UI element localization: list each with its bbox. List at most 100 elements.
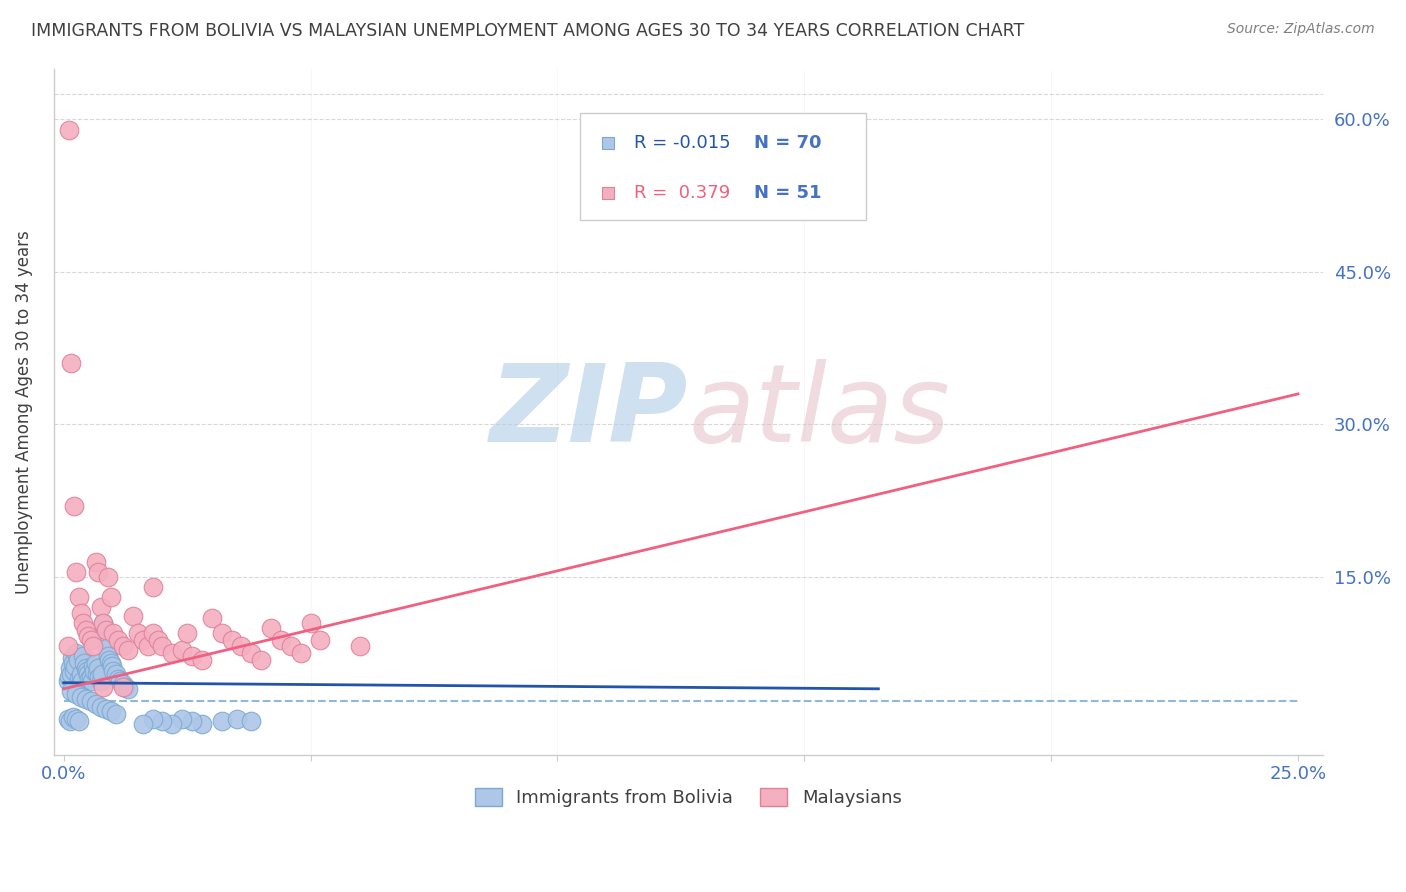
Point — [101, 659, 124, 673]
Point — [59, 714, 82, 729]
Point — [101, 664, 124, 678]
Point — [87, 565, 110, 579]
Point — [65, 565, 87, 579]
Point — [290, 646, 312, 660]
Point — [101, 626, 124, 640]
Point — [56, 639, 79, 653]
Point — [176, 626, 198, 640]
Point — [110, 673, 132, 688]
Point — [90, 600, 112, 615]
Point — [84, 555, 107, 569]
Point — [104, 666, 127, 681]
Point — [104, 707, 127, 722]
Point — [142, 712, 165, 726]
Point — [58, 122, 80, 136]
Point — [90, 673, 112, 688]
Point — [93, 626, 115, 640]
Point — [72, 615, 94, 630]
Point — [146, 632, 169, 647]
Point — [111, 639, 134, 653]
Point — [72, 673, 94, 688]
Point — [70, 606, 93, 620]
Point — [72, 649, 94, 664]
Point — [75, 661, 97, 675]
Text: Source: ZipAtlas.com: Source: ZipAtlas.com — [1227, 22, 1375, 37]
Point — [65, 646, 87, 660]
Point — [94, 632, 117, 647]
Point — [60, 683, 83, 698]
Point — [56, 673, 79, 688]
Point — [80, 694, 103, 708]
Point — [111, 677, 134, 691]
Point — [114, 680, 136, 694]
Point — [225, 712, 247, 726]
Point — [349, 639, 371, 653]
Point — [84, 657, 107, 671]
Point — [221, 632, 243, 647]
Point — [77, 629, 100, 643]
Point — [58, 670, 80, 684]
Text: ZIP: ZIP — [489, 359, 689, 465]
Point — [67, 591, 90, 605]
Point — [172, 712, 194, 726]
Point — [97, 570, 120, 584]
Point — [59, 661, 82, 675]
Point — [131, 632, 153, 647]
Point — [98, 653, 121, 667]
Point — [80, 632, 103, 647]
Point — [76, 664, 98, 678]
Point — [83, 664, 105, 678]
Point — [67, 714, 90, 729]
Point — [82, 673, 104, 688]
Point — [80, 670, 103, 684]
Point — [152, 714, 174, 729]
Point — [82, 639, 104, 653]
Point — [70, 666, 93, 681]
Point — [240, 714, 263, 729]
Point — [66, 653, 89, 667]
Point — [117, 643, 139, 657]
Point — [107, 672, 129, 686]
Text: IMMIGRANTS FROM BOLIVIA VS MALAYSIAN UNEMPLOYMENT AMONG AGES 30 TO 34 YEARS CORR: IMMIGRANTS FROM BOLIVIA VS MALAYSIAN UNE… — [31, 22, 1024, 40]
Point — [191, 653, 214, 667]
Point — [62, 499, 84, 513]
Point — [89, 670, 111, 684]
Point — [100, 591, 122, 605]
Point — [111, 680, 134, 694]
Text: atlas: atlas — [689, 359, 950, 464]
Point — [211, 714, 233, 729]
Point — [82, 659, 104, 673]
Point — [309, 632, 332, 647]
Point — [60, 651, 83, 665]
Point — [63, 659, 86, 673]
Point — [86, 666, 108, 681]
Point — [91, 666, 114, 681]
Point — [181, 649, 204, 664]
Point — [62, 657, 84, 671]
Point — [62, 664, 84, 678]
Point — [87, 661, 110, 675]
Point — [65, 687, 87, 701]
Point — [91, 615, 114, 630]
FancyBboxPatch shape — [581, 113, 866, 219]
Point — [69, 677, 91, 691]
Point — [121, 608, 143, 623]
Point — [131, 717, 153, 731]
Point — [240, 646, 263, 660]
Point — [97, 649, 120, 664]
Point — [260, 621, 283, 635]
Y-axis label: Unemployment Among Ages 30 to 34 years: Unemployment Among Ages 30 to 34 years — [15, 230, 32, 593]
Point — [73, 657, 96, 671]
Point — [59, 666, 82, 681]
Point — [75, 692, 97, 706]
Point — [91, 680, 114, 694]
Point — [191, 717, 214, 731]
Point — [162, 717, 184, 731]
Point — [299, 615, 322, 630]
Point — [96, 641, 118, 656]
Point — [84, 697, 107, 711]
Point — [62, 710, 84, 724]
Point — [77, 666, 100, 681]
Point — [152, 639, 174, 653]
Point — [280, 639, 302, 653]
